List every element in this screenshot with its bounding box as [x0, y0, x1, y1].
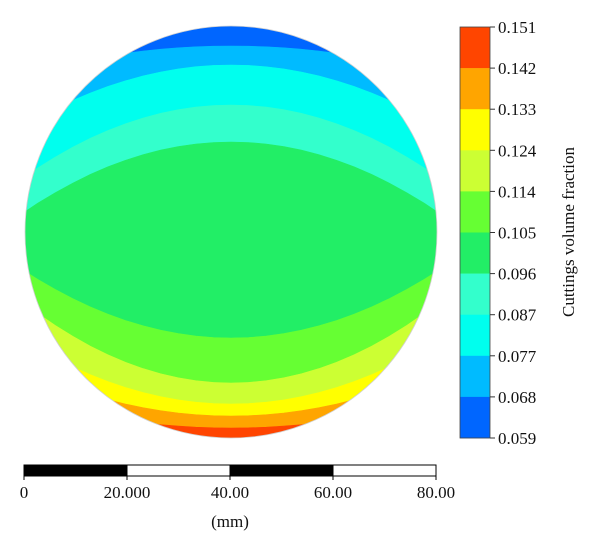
colorbar-segment-2 — [460, 68, 490, 110]
contour-band-10 — [25, 397, 437, 438]
colorbar-tick-label: 0.059 — [498, 429, 536, 448]
colorbar-tick-label: 0.114 — [498, 182, 536, 201]
colorbar-tick-label: 0.087 — [498, 306, 537, 325]
colorbar-segment-10 — [460, 396, 490, 439]
colorbar-tick-label: 0.142 — [498, 59, 536, 78]
colorbar-tick-label: 0.077 — [498, 347, 537, 366]
scale-bar-tick-label: 80.00 — [417, 483, 455, 502]
colorbar-segment-4 — [460, 150, 490, 192]
scale-bar-unit: (mm) — [211, 512, 249, 531]
plot-outline — [24, 25, 438, 439]
colorbar-segment-3 — [460, 109, 490, 151]
colorbar-segment-9 — [460, 355, 490, 398]
scale-bar-tick-label: 20.000 — [104, 483, 151, 502]
scale-bar-segment-1 — [23, 464, 128, 477]
contour-plot — [25, 26, 437, 438]
colorbar-tick-label: 0.133 — [498, 100, 536, 119]
colorbar-tick-label: 0.068 — [498, 388, 536, 407]
scale-bar-segment-2 — [126, 464, 231, 477]
colorbar-segment-8 — [460, 314, 490, 357]
colorbar-segment-7 — [460, 273, 490, 315]
scale-bar-tick-label: 60.00 — [314, 483, 352, 502]
scale-bar-segment-3 — [229, 464, 334, 477]
colorbar-tick-label: 0.096 — [498, 265, 536, 284]
scale-bar-tick-label: 0 — [20, 483, 29, 502]
scale-bar-segment-4 — [332, 464, 437, 477]
scale-bar: 0 20.000 40.00 60.00 80.00 — [20, 464, 455, 502]
colorbar-tick-label: 0.105 — [498, 224, 536, 243]
colorbar-segment-5 — [460, 191, 490, 233]
scale-bar-tick-label: 40.00 — [211, 483, 249, 502]
colorbar-label: Cuttings volume fraction — [559, 147, 578, 317]
colorbar-segment-6 — [460, 232, 490, 274]
colorbar-tick-label: 0.151 — [498, 18, 536, 37]
colorbar-tick-label: 0.124 — [498, 141, 537, 160]
colorbar: 0.151 0.142 0.133 0.124 0.114 0.105 0.096 0.087… — [459, 18, 537, 448]
colorbar-segment-1 — [460, 27, 490, 69]
